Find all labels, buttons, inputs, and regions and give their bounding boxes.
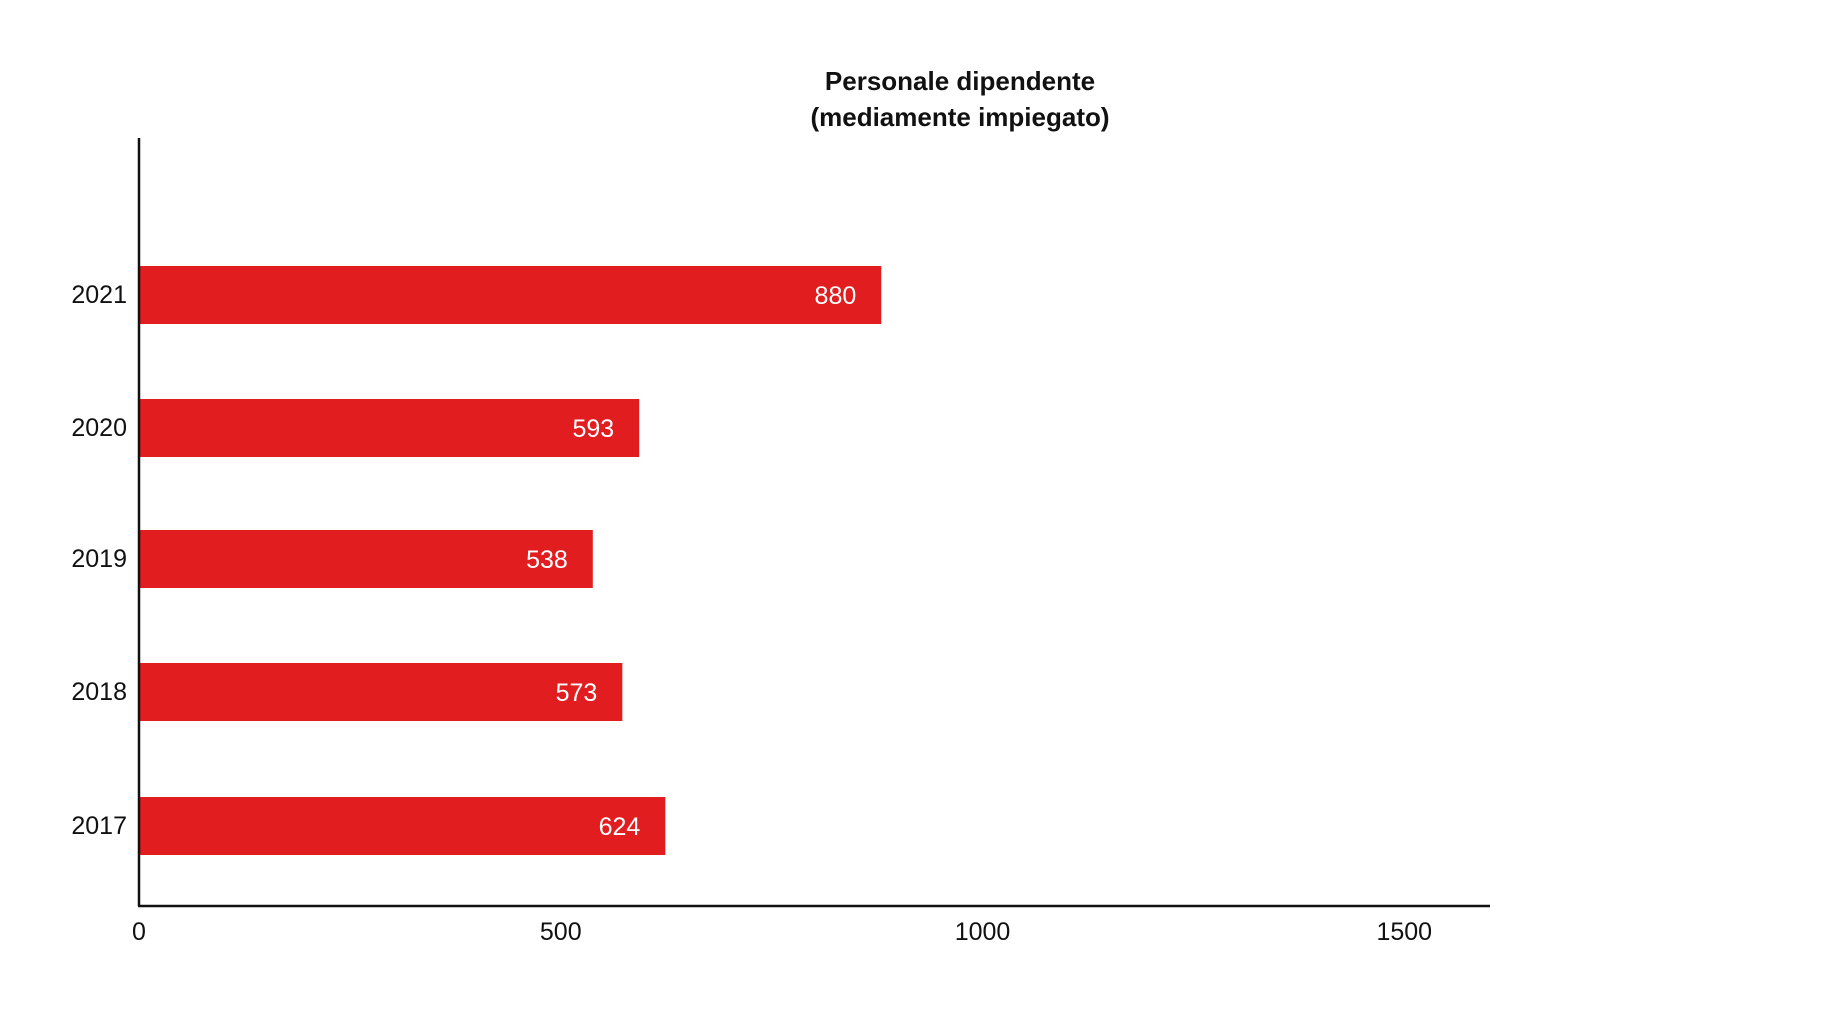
x-tick-label-1000: 1000 [955,918,1011,946]
bar-2018 [140,663,623,721]
x-tick-label-1500: 1500 [1376,918,1432,946]
x-tick-label-0: 0 [132,918,146,946]
bar-2020 [140,399,640,457]
y-tick-label-2017: 2017 [71,812,127,840]
axes-group [137,138,1490,908]
bar-value-label-2019: 538 [526,546,568,574]
y-tick-label-2021: 2021 [71,281,127,309]
y-tick-label-2020: 2020 [71,414,127,442]
bar-value-label-2020: 593 [572,415,614,443]
chart-title: Personale dipendente [825,66,1095,96]
labels-group: 880 2021 593 2020 538 2019 573 2018 624 2017 0 500 1… [71,281,1432,946]
bar-2021 [140,266,882,324]
bar-2017 [140,797,666,855]
bar-value-label-2017: 624 [599,813,641,841]
y-tick-label-2018: 2018 [71,678,127,706]
y-tick-label-2019: 2019 [71,545,127,573]
bar-value-label-2018: 573 [556,679,598,707]
bar-2019 [140,530,593,588]
bar-value-label-2021: 880 [815,282,857,310]
chart-subtitle: (mediamente impiegato) [810,102,1109,132]
x-tick-label-500: 500 [540,918,582,946]
bars-group [140,266,882,855]
